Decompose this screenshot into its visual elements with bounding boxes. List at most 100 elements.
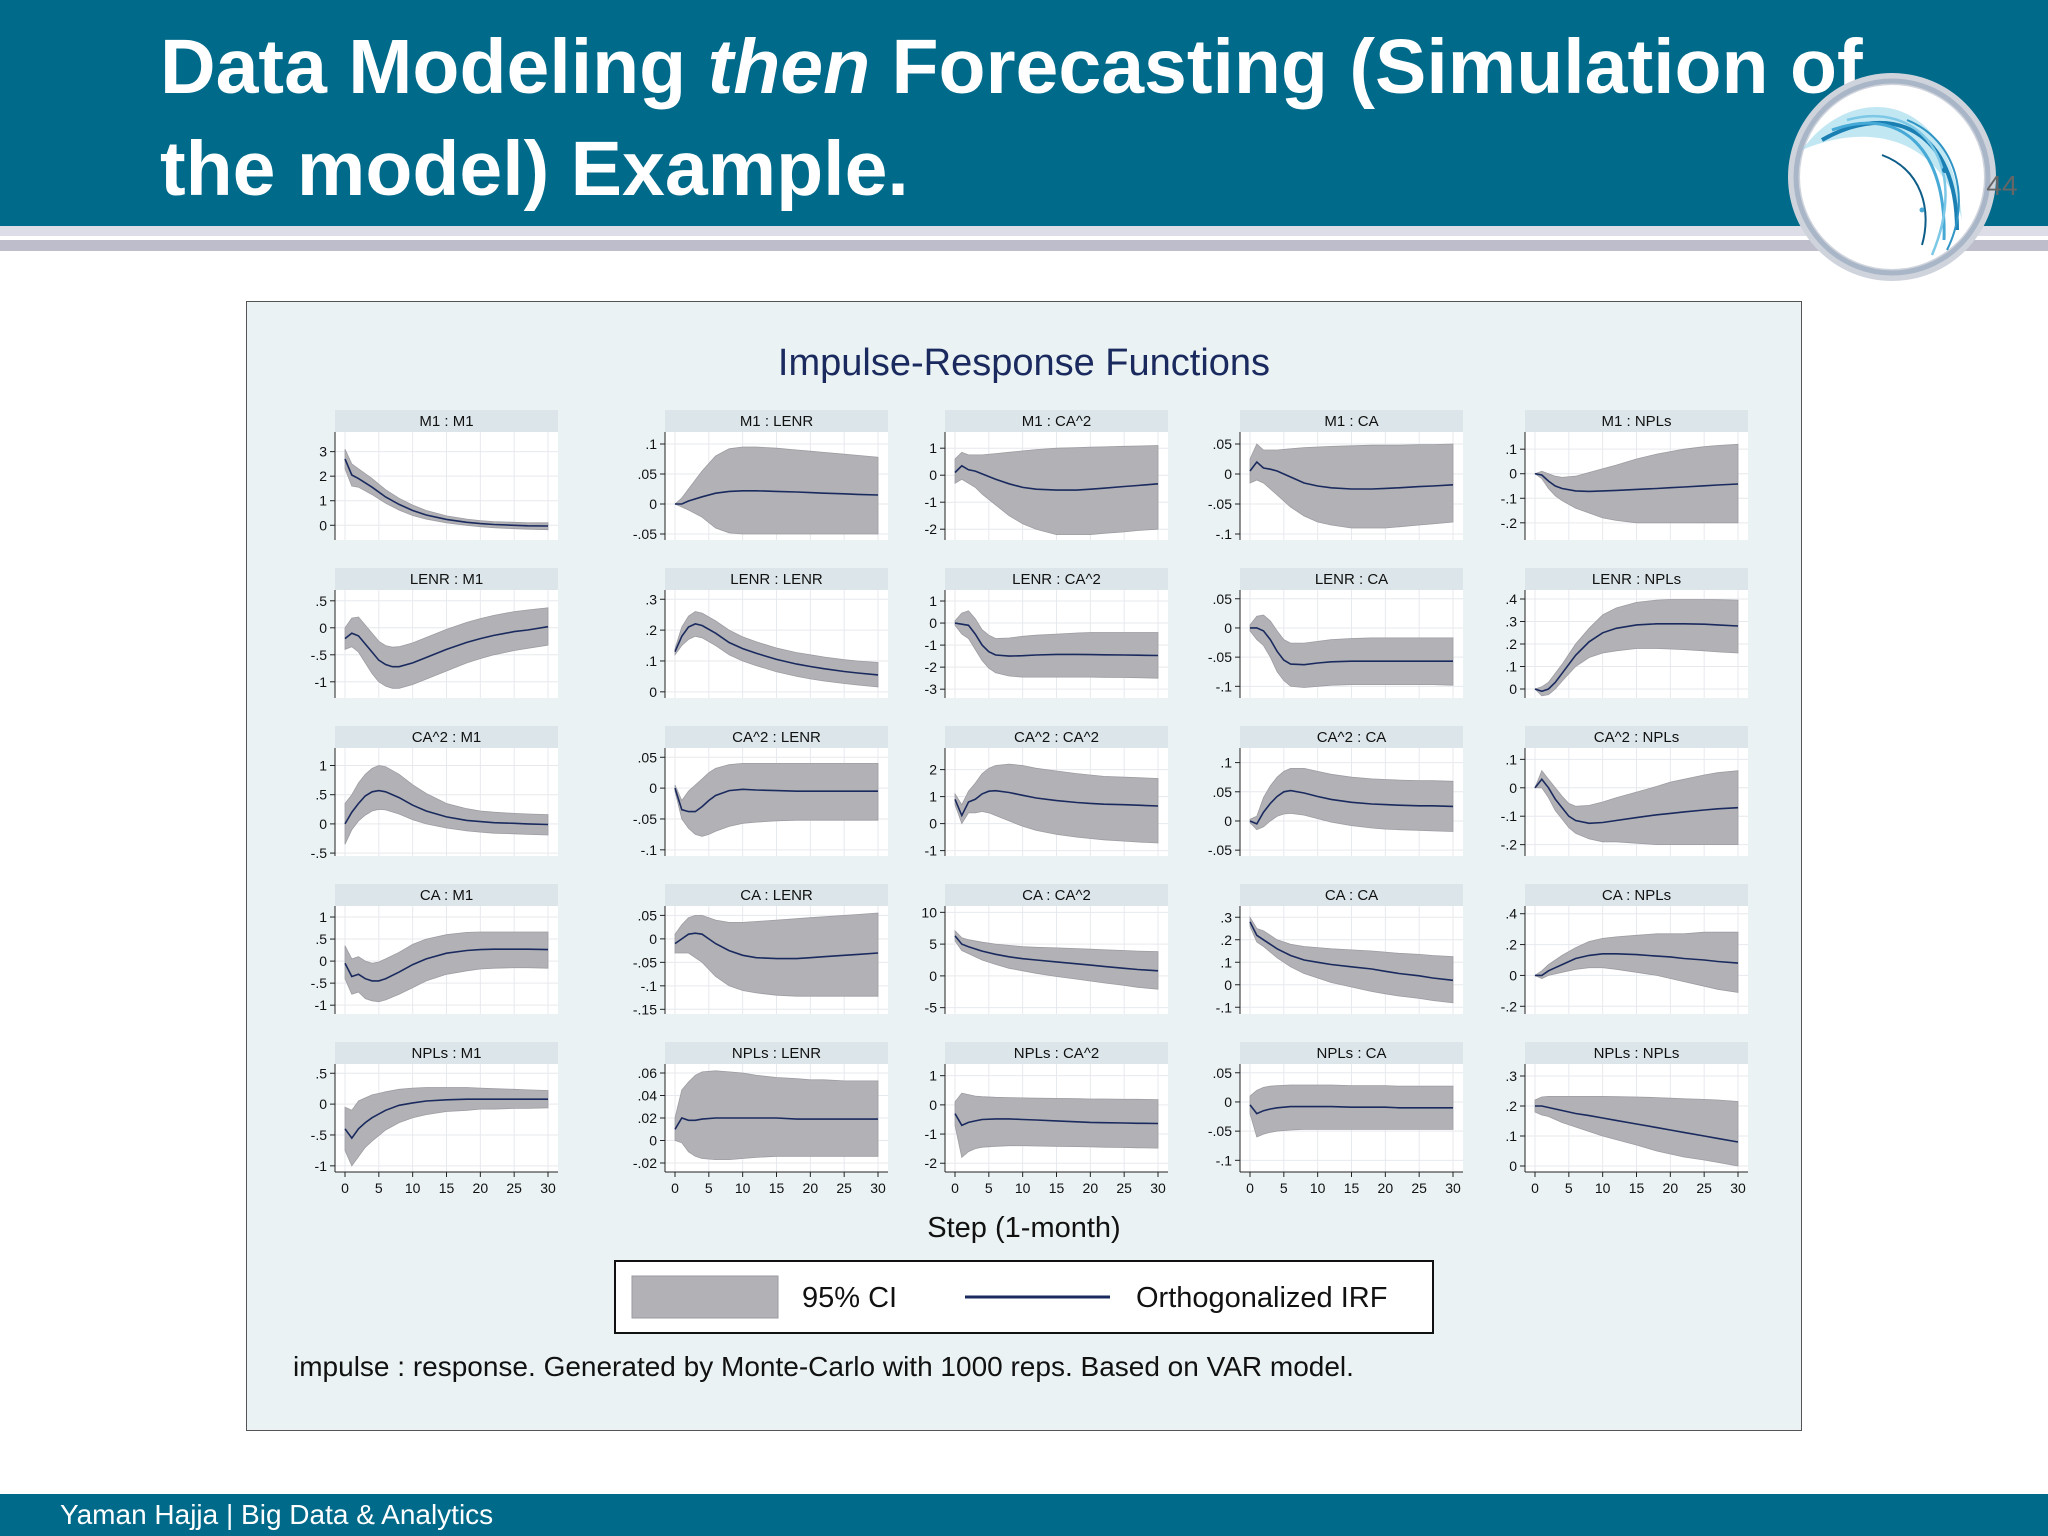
y-tick-label: -2 xyxy=(925,1155,938,1171)
irf-line xyxy=(674,1117,878,1130)
y-tick-label: -.1 xyxy=(1216,999,1233,1015)
y-tick-label: .1 xyxy=(1505,441,1517,457)
y-tick-label: .3 xyxy=(1505,1068,1517,1084)
irf-panel-25: NPLs : NPLs .3 .2 .1 00 5 10 15 20 25 30 xyxy=(1505,1042,1748,1196)
panel-title: CA : LENR xyxy=(740,887,813,904)
irf-line xyxy=(344,948,549,982)
y-tick-label: .3 xyxy=(645,591,657,607)
footer-text: Yaman Hajja | Big Data & Analytics xyxy=(60,1499,494,1530)
y-tick-label: -.2 xyxy=(1501,515,1518,531)
panel-title-bar xyxy=(665,1042,888,1064)
irf-panel-16: CA : M1 1 .5 0 -.5 -1 xyxy=(311,884,558,1014)
x-tick-label: 20 xyxy=(1083,1180,1099,1196)
x-tick-label: 15 xyxy=(769,1180,785,1196)
irf-panel-1: M1 : M1 3 2 1 0 xyxy=(319,410,558,540)
x-tick-label: 20 xyxy=(1378,1180,1394,1196)
panel-title: LENR : CA^2 xyxy=(1012,571,1101,588)
irf-line xyxy=(674,787,878,813)
header-divider xyxy=(0,226,2048,236)
panel-title-bar xyxy=(1240,884,1463,906)
x-tick-label: 15 xyxy=(439,1180,455,1196)
y-tick-label: .5 xyxy=(315,1065,327,1081)
ci-band xyxy=(954,1092,1159,1159)
slide-header xyxy=(0,0,2048,226)
x-tick-label: 25 xyxy=(836,1180,852,1196)
title-text-1: Data Modeling xyxy=(160,24,708,110)
x-tick-label: 10 xyxy=(735,1180,751,1196)
x-tick-label: 20 xyxy=(473,1180,489,1196)
panel-title-bar xyxy=(335,726,558,748)
irf-line xyxy=(1249,921,1454,982)
irf-panel-6: LENR : M1 .5 0 -.5 -1 xyxy=(311,568,558,698)
x-tick-label: 30 xyxy=(1730,1180,1746,1196)
ci-band xyxy=(1534,769,1739,845)
panel-title-bar xyxy=(335,884,558,906)
y-tick-label: 0 xyxy=(929,968,937,984)
y-tick-label: 2 xyxy=(319,468,327,484)
panel-title-bar xyxy=(945,726,1168,748)
irf-line xyxy=(674,623,879,676)
x-tick-label: 5 xyxy=(1280,1180,1288,1196)
irf-line xyxy=(1534,778,1739,825)
y-tick-label: -.5 xyxy=(311,1127,328,1143)
y-tick-label: -.2 xyxy=(1501,837,1518,853)
legend-ci-swatch xyxy=(631,1275,779,1319)
x-tick-label: 30 xyxy=(1150,1180,1166,1196)
y-tick-label: -2 xyxy=(925,659,938,675)
irf-panel-18: CA : CA^2 10 5 0 -5 xyxy=(921,884,1168,1016)
panel-title: NPLs : LENR xyxy=(732,1045,821,1062)
ci-band xyxy=(1534,443,1739,524)
panel-title: CA^2 : CA^2 xyxy=(1014,729,1099,746)
irf-line xyxy=(675,489,879,505)
y-tick-label: .06 xyxy=(638,1065,658,1081)
y-tick-label: 0 xyxy=(929,467,937,483)
y-tick-label: 0 xyxy=(1509,681,1517,697)
y-tick-label: -.05 xyxy=(1208,842,1232,858)
ci-band xyxy=(674,611,879,688)
x-tick-label: 5 xyxy=(1565,1180,1573,1196)
page-number: 44 xyxy=(1986,170,2018,201)
y-tick-label: 0 xyxy=(929,615,937,631)
irf-panel-17: CA : LENR .05 0 -.05 -.1 -.15 xyxy=(633,884,888,1017)
ci-band xyxy=(954,763,1159,844)
y-tick-label: .05 xyxy=(1213,591,1233,607)
y-tick-label: -1 xyxy=(315,997,328,1013)
chart-note: impulse : response. Generated by Monte-C… xyxy=(293,1351,1354,1382)
y-tick-label: 0 xyxy=(1224,1094,1232,1110)
irf-panel-20: CA : NPLs .4 .2 0 -.2 xyxy=(1501,884,1748,1014)
panel-title-bar xyxy=(1240,1042,1463,1064)
legend-ci-label: 95% CI xyxy=(802,1282,897,1314)
y-tick-label: 1 xyxy=(929,1068,937,1084)
x-tick-label: 25 xyxy=(1696,1180,1712,1196)
y-tick-label: 0 xyxy=(1224,620,1232,636)
y-tick-label: -.05 xyxy=(633,811,657,827)
irf-line xyxy=(1534,622,1739,693)
ci-band xyxy=(1249,443,1454,529)
legend-irf-label: Orthogonalized IRF xyxy=(1136,1282,1387,1314)
title-text-2: Forecasting (Simulation of the model) Ex… xyxy=(160,24,1863,212)
panel-title: LENR : CA xyxy=(1315,571,1388,588)
irf-panel-5: M1 : NPLs .1 0 -.1 -.2 xyxy=(1501,410,1748,540)
panel-title: LENR : M1 xyxy=(410,571,483,588)
irf-line xyxy=(1250,627,1453,666)
x-tick-label: 5 xyxy=(705,1180,713,1196)
y-tick-label: 3 xyxy=(319,444,327,460)
x-tick-label: 30 xyxy=(870,1180,886,1196)
y-tick-label: -.5 xyxy=(311,845,328,861)
y-tick-label: .4 xyxy=(1505,906,1517,922)
panel-title-bar xyxy=(335,410,558,432)
y-tick-label: 0 xyxy=(319,816,327,832)
y-tick-label: 0 xyxy=(1224,813,1232,829)
x-tick-label: 5 xyxy=(375,1180,383,1196)
y-tick-label: 5 xyxy=(929,936,937,952)
panel-title-bar xyxy=(1525,410,1748,432)
ci-band xyxy=(1249,1084,1454,1138)
x-tick-label: 20 xyxy=(1663,1180,1679,1196)
irf-line xyxy=(954,935,1159,972)
x-tick-label: 15 xyxy=(1049,1180,1065,1196)
panel-title: M1 : NPLs xyxy=(1601,413,1671,430)
irf-panel-19: CA : CA .3 .2 .1 0 -.1 xyxy=(1216,884,1463,1015)
y-tick-label: 10 xyxy=(921,904,937,920)
ci-band xyxy=(1534,1096,1739,1167)
panel-title-bar xyxy=(1525,884,1748,906)
